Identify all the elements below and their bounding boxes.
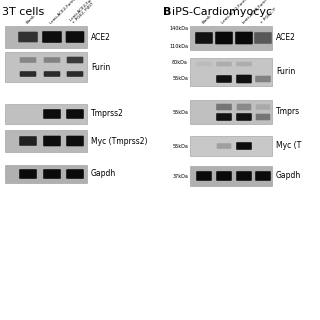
- Bar: [190, 100, 272, 124]
- Text: Furin: Furin: [91, 62, 110, 71]
- Bar: [5, 52, 87, 82]
- Text: Lenti-ACE2,Furin, Tm: Lenti-ACE2,Furin, Tm: [221, 0, 254, 25]
- Bar: [5, 26, 87, 48]
- FancyBboxPatch shape: [255, 76, 271, 82]
- Text: 110kDa: 110kDa: [169, 44, 188, 49]
- FancyBboxPatch shape: [216, 113, 232, 121]
- FancyBboxPatch shape: [196, 171, 212, 181]
- FancyBboxPatch shape: [216, 104, 232, 110]
- FancyBboxPatch shape: [255, 171, 271, 181]
- FancyBboxPatch shape: [42, 31, 62, 43]
- FancyBboxPatch shape: [44, 57, 60, 63]
- Text: Blank: Blank: [201, 14, 212, 25]
- Text: Tmprss2: Tmprss2: [91, 109, 124, 118]
- FancyBboxPatch shape: [20, 57, 36, 63]
- FancyBboxPatch shape: [236, 113, 252, 121]
- Text: 80kDa: 80kDa: [172, 60, 188, 66]
- FancyBboxPatch shape: [256, 104, 270, 110]
- Text: Lenti-ACE2,Furin: Lenti-ACE2,Furin: [241, 0, 268, 25]
- Bar: [190, 58, 272, 86]
- Text: + PGE2, P: + PGE2, P: [260, 7, 278, 25]
- Text: Myc (Tmprss2): Myc (Tmprss2): [91, 137, 148, 146]
- Text: 37kDa: 37kDa: [172, 173, 188, 179]
- FancyBboxPatch shape: [43, 169, 61, 179]
- FancyBboxPatch shape: [254, 32, 272, 44]
- FancyBboxPatch shape: [256, 114, 270, 120]
- FancyBboxPatch shape: [235, 32, 253, 44]
- Text: 3T cells: 3T cells: [2, 7, 44, 17]
- Text: Furin: Furin: [276, 68, 295, 76]
- Text: ACE2: ACE2: [91, 33, 111, 42]
- Bar: [5, 165, 87, 183]
- Bar: [190, 136, 272, 156]
- FancyBboxPatch shape: [19, 136, 37, 146]
- Text: Blank: Blank: [25, 14, 36, 25]
- FancyBboxPatch shape: [67, 57, 83, 63]
- Text: Gapdh: Gapdh: [91, 170, 116, 179]
- FancyBboxPatch shape: [237, 104, 251, 110]
- FancyBboxPatch shape: [195, 32, 213, 44]
- Text: Lenti-ACE2,Furin, Tmprss2
+ PGE2, P407: Lenti-ACE2,Furin, Tmprss2 + PGE2, P407: [69, 0, 113, 25]
- Text: Myc (T: Myc (T: [276, 141, 301, 150]
- Text: 55kDa: 55kDa: [172, 143, 188, 148]
- Bar: [5, 130, 87, 152]
- FancyBboxPatch shape: [216, 62, 232, 66]
- Text: iPS-Cardiomyocyc: iPS-Cardiomyocyc: [172, 7, 272, 17]
- FancyBboxPatch shape: [43, 136, 61, 146]
- Text: Lenti-ACE2,Furin, Tmprss2: Lenti-ACE2,Furin, Tmprss2: [49, 0, 90, 25]
- FancyBboxPatch shape: [236, 171, 252, 181]
- Bar: [190, 26, 272, 50]
- Text: B: B: [163, 7, 172, 17]
- Bar: [5, 104, 87, 124]
- FancyBboxPatch shape: [66, 109, 84, 119]
- FancyBboxPatch shape: [18, 32, 38, 42]
- FancyBboxPatch shape: [43, 109, 61, 119]
- Text: 55kDa: 55kDa: [172, 76, 188, 82]
- FancyBboxPatch shape: [66, 136, 84, 146]
- Text: 55kDa: 55kDa: [172, 109, 188, 115]
- FancyBboxPatch shape: [196, 62, 212, 66]
- Text: 140kDa: 140kDa: [169, 27, 188, 31]
- FancyBboxPatch shape: [236, 62, 252, 66]
- FancyBboxPatch shape: [216, 171, 232, 181]
- FancyBboxPatch shape: [19, 169, 37, 179]
- FancyBboxPatch shape: [66, 31, 84, 43]
- FancyBboxPatch shape: [67, 71, 83, 77]
- Bar: [190, 166, 272, 186]
- Text: Gapdh: Gapdh: [276, 172, 301, 180]
- FancyBboxPatch shape: [66, 169, 84, 179]
- FancyBboxPatch shape: [236, 142, 252, 150]
- FancyBboxPatch shape: [216, 75, 232, 83]
- FancyBboxPatch shape: [20, 71, 36, 77]
- FancyBboxPatch shape: [217, 143, 231, 149]
- FancyBboxPatch shape: [215, 32, 233, 44]
- FancyBboxPatch shape: [44, 71, 60, 77]
- Text: ACE2: ACE2: [276, 34, 296, 43]
- Text: Tmprs: Tmprs: [276, 108, 300, 116]
- FancyBboxPatch shape: [236, 75, 252, 83]
